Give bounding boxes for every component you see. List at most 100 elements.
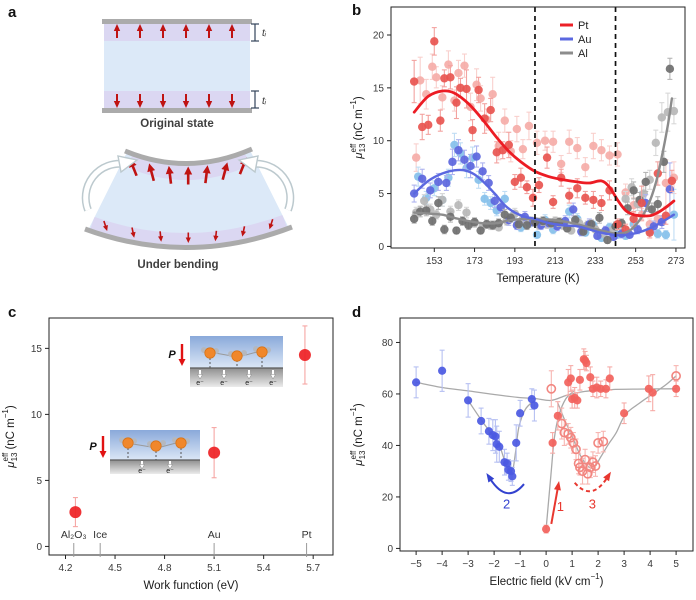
d-red-filled: [542, 348, 681, 534]
svg-text:−3: −3: [462, 559, 474, 570]
c-series: [69, 325, 311, 528]
chart-b-svg: 153 173 193 213 233 253 273 0 5 10 15 20 Pt Au Al Tempe…: [349, 6, 686, 285]
svg-text:5.7: 5.7: [306, 563, 320, 574]
d-yaxis-label: μ13eff (nC m−1): [349, 403, 367, 467]
svg-text:233: 233: [587, 256, 604, 267]
svg-text:−4: −4: [436, 559, 448, 570]
svg-text:−5: −5: [410, 559, 422, 570]
d-guide-rise: [545, 390, 575, 530]
bent-slab: Under bending: [81, 146, 295, 271]
caption-original-state: Original state: [140, 118, 214, 130]
panel-d-chart: −5 −4 −3 −2 −1 0 1 2 3 4 5 0 20 40 60 80 1 2 3 Electric fie…: [348, 300, 696, 600]
svg-text:5.4: 5.4: [257, 563, 271, 574]
d-annotation-arrow: [573, 471, 611, 493]
svg-text:3: 3: [621, 559, 627, 570]
svg-text:4.8: 4.8: [158, 563, 172, 574]
b-legend: Pt Au Al: [560, 20, 591, 60]
panel-a-svg: tᵢ tᵢ Original state: [81, 19, 295, 271]
svg-text:173: 173: [466, 256, 483, 267]
svg-text:60: 60: [382, 389, 394, 400]
d-xaxis-label: Electric field (kV cm−1): [490, 572, 604, 588]
polarization-arrows-down: [113, 94, 236, 108]
d-red-open: [546, 365, 682, 485]
c-plot-box: [48, 317, 334, 556]
d-annotation-arrow: [486, 473, 525, 495]
svg-text:Ice: Ice: [93, 529, 107, 541]
svg-text:0: 0: [36, 542, 42, 553]
svg-text:Al: Al: [578, 48, 588, 60]
d-guide-outer: [415, 381, 677, 402]
d-annotation-text: 1: [557, 499, 564, 514]
panel-c-chart: 4.2 4.5 4.8 5.1 5.4 5.7 0 5 10 15 Al₂O₃ Ice Au Pt Work…: [0, 300, 348, 600]
svg-text:15: 15: [373, 83, 385, 94]
svg-text:5: 5: [36, 476, 42, 487]
c-material-labels: Al₂O₃ Ice Au Pt: [61, 529, 312, 557]
d-series: [412, 348, 682, 534]
b-plot-box: [390, 6, 686, 249]
svg-text:5.1: 5.1: [207, 563, 221, 574]
d-annotation-text: 3: [589, 497, 596, 512]
thickness-measure-top: [251, 23, 259, 42]
svg-text:5: 5: [673, 559, 679, 570]
t-label-bottom: tᵢ: [262, 96, 267, 107]
svg-text:40: 40: [382, 441, 394, 452]
b-pt-light: [411, 50, 679, 231]
panel-a-illustration: tᵢ tᵢ Original state: [0, 0, 348, 300]
svg-text:−1: −1: [514, 559, 526, 570]
svg-text:2: 2: [595, 559, 601, 570]
b-xaxis-label: Temperature (K): [496, 273, 579, 285]
b-yaxis-label: μ13eff (nC m−1): [349, 96, 367, 160]
svg-text:4.2: 4.2: [59, 563, 73, 574]
svg-text:253: 253: [627, 256, 644, 267]
t-label-top: tᵢ: [262, 28, 267, 39]
svg-text:213: 213: [547, 256, 564, 267]
bent-top-electrode: [124, 146, 254, 166]
svg-text:0: 0: [543, 559, 549, 570]
bending-moment-arrow-right: [237, 155, 295, 212]
svg-text:10: 10: [31, 410, 43, 421]
svg-text:15: 15: [31, 344, 43, 355]
c-yaxis-label: μ13eff (nC m−1): [1, 405, 19, 469]
b-pt-curve: [412, 89, 676, 218]
bending-moment-arrow-left: [81, 155, 139, 212]
panel-c-letter: c: [8, 304, 17, 321]
caption-under-bending: Under bending: [137, 259, 218, 271]
original-state-slab: tᵢ tᵢ Original state: [102, 19, 267, 130]
d-axes: −5 −4 −3 −2 −1 0 1 2 3 4 5 0 20 40 60 80: [382, 338, 679, 570]
panel-d-letter: d: [352, 304, 362, 321]
svg-text:4.5: 4.5: [108, 563, 122, 574]
svg-text:Au: Au: [208, 529, 221, 541]
panel-b-chart: 153 173 193 213 233 253 273 0 5 10 15 20 Pt Au Al Tempe…: [348, 0, 696, 300]
thickness-measure-bottom: [251, 90, 259, 109]
svg-text:5: 5: [378, 189, 384, 200]
svg-text:0: 0: [387, 544, 393, 555]
svg-text:193: 193: [506, 256, 523, 267]
panel-b-letter: b: [352, 2, 362, 19]
chart-d-svg: −5 −4 −3 −2 −1 0 1 2 3 4 5 0 20 40 60 80 1 2 3 Electric fie…: [349, 317, 694, 588]
b-series: [409, 27, 679, 245]
d-annotation-text: 2: [503, 497, 510, 512]
svg-text:153: 153: [426, 256, 443, 267]
svg-text:20: 20: [382, 492, 394, 503]
panel-a-letter: a: [8, 4, 17, 21]
svg-text:−2: −2: [488, 559, 500, 570]
svg-text:Au: Au: [578, 34, 591, 46]
svg-text:10: 10: [373, 136, 385, 147]
c-data: [69, 325, 311, 528]
svg-text:Pt: Pt: [302, 529, 312, 541]
svg-text:0: 0: [378, 242, 384, 253]
svg-text:Al₂O₃: Al₂O₃: [61, 529, 87, 541]
chart-c-svg: 4.2 4.5 4.8 5.1 5.4 5.7 0 5 10 15 Al₂O₃ Ice Au Pt Work…: [1, 317, 334, 592]
svg-text:1: 1: [569, 559, 575, 570]
b-axes: 153 173 193 213 233 253 273 0 5 10 15 20: [373, 31, 685, 267]
svg-text:4: 4: [647, 559, 653, 570]
b-al-curve: [413, 97, 674, 235]
d-annotation-arrow: [550, 481, 561, 525]
svg-text:Pt: Pt: [578, 20, 588, 32]
polarization-arrows-up: [113, 24, 236, 38]
bent-arrows-down: [102, 219, 274, 243]
svg-text:80: 80: [382, 338, 394, 349]
d-plot-box: [399, 317, 694, 552]
c-xaxis-label: Work function (eV): [143, 580, 238, 592]
